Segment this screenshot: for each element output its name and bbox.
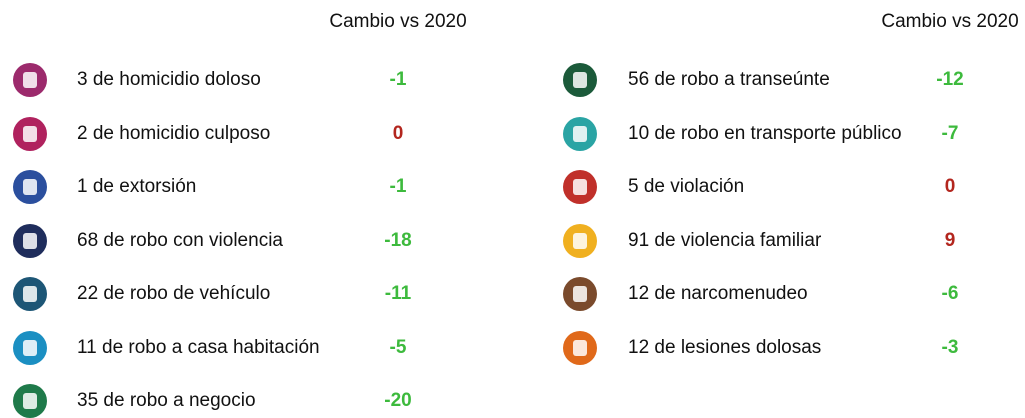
change-value: -12 bbox=[936, 69, 964, 90]
crime-icon bbox=[563, 63, 597, 97]
crime-label: 56 de robo a transeúnte bbox=[628, 69, 830, 90]
crime-label: 2 de homicidio culposo bbox=[77, 122, 271, 144]
change-value: 9 bbox=[944, 229, 956, 251]
column-header: Cambio vs 2020 bbox=[881, 11, 1019, 32]
change-value: -1 bbox=[389, 69, 407, 90]
crime-icon bbox=[13, 63, 47, 97]
column-header: Cambio vs 2020 bbox=[329, 11, 467, 32]
crime-icon bbox=[13, 116, 47, 151]
crime-label: 91 de violencia familiar bbox=[628, 229, 822, 251]
crime-label: 68 de robo con violencia bbox=[77, 229, 283, 251]
crime-label: 12 de lesiones dolosas bbox=[628, 336, 822, 358]
change-value: -1 bbox=[389, 176, 407, 197]
crime-icon bbox=[13, 170, 47, 204]
crime-label: 3 de homicidio doloso bbox=[77, 69, 261, 90]
change-value: -3 bbox=[941, 336, 959, 358]
crime-icon bbox=[563, 170, 597, 204]
change-value: -20 bbox=[384, 390, 412, 411]
crime-icon bbox=[563, 330, 597, 365]
change-value: 0 bbox=[944, 176, 956, 197]
crime-label: 11 de robo a casa habitación bbox=[77, 336, 320, 358]
crime-icon bbox=[563, 277, 597, 311]
change-value: -18 bbox=[384, 229, 412, 251]
crime-label: 22 de robo de vehículo bbox=[77, 283, 271, 304]
crime-label: 12 de narcomenudeo bbox=[628, 283, 808, 304]
crime-icon bbox=[13, 277, 47, 311]
change-value: -7 bbox=[941, 122, 959, 144]
crime-label: 1 de extorsión bbox=[77, 176, 197, 197]
crime-icon bbox=[13, 223, 47, 258]
crime-icon bbox=[563, 223, 597, 258]
change-value: -11 bbox=[384, 283, 412, 304]
crime-icon bbox=[563, 116, 597, 151]
crime-label: 10 de robo en transporte público bbox=[628, 122, 902, 144]
crime-label: 35 de robo a negocio bbox=[77, 390, 256, 411]
change-value: 0 bbox=[392, 122, 404, 144]
crime-icon bbox=[13, 384, 47, 418]
crime-label: 5 de violación bbox=[628, 176, 745, 197]
change-value: -6 bbox=[941, 283, 959, 304]
crime-icon bbox=[13, 330, 47, 365]
change-value: -5 bbox=[389, 336, 407, 358]
